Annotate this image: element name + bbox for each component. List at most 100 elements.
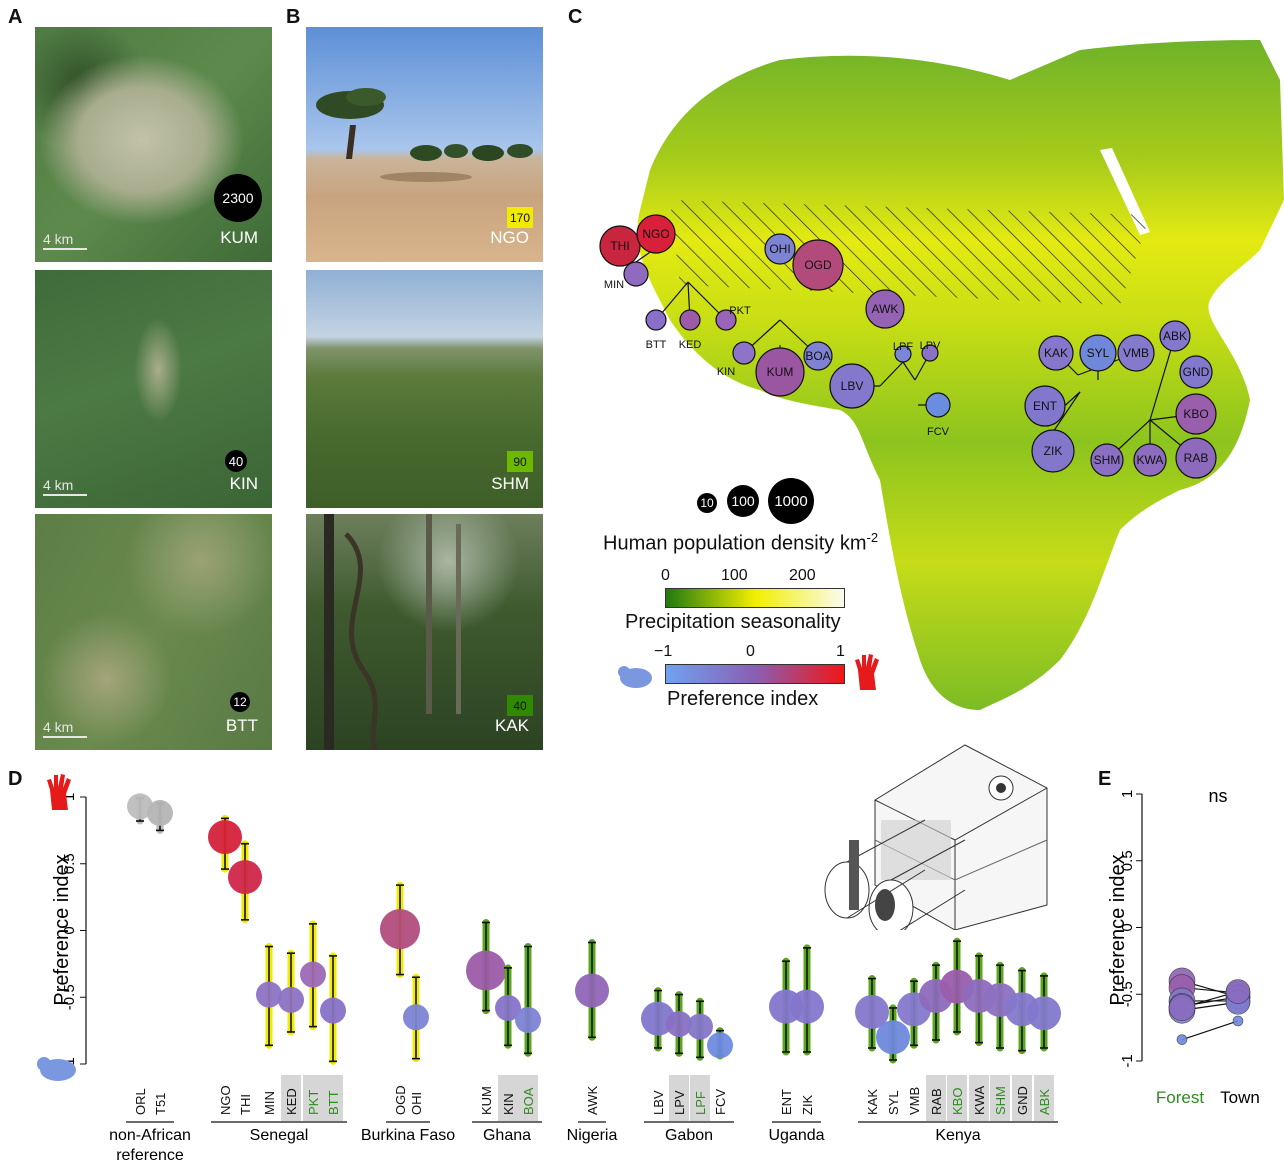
label-highlight-boa <box>518 1075 538 1121</box>
acacia-tree-icon <box>316 88 533 182</box>
human-hand-icon <box>855 654 879 690</box>
site-label: SHM <box>491 474 529 493</box>
site-label: KIN <box>229 474 258 493</box>
seasonality-legend-title: Precipitation seasonality <box>625 611 841 633</box>
point-ohi <box>403 1004 429 1031</box>
point-kin <box>495 994 521 1021</box>
point-btt <box>320 997 346 1024</box>
habitat-photo-shm: 90 SHM <box>306 270 543 508</box>
chart-e: 1 0.5 0 -0.5 -1 Preference index ns Forest Town <box>1107 786 1260 1107</box>
africa-map <box>637 40 1284 710</box>
site-label: NGO <box>490 228 529 247</box>
x-label-kin: KIN <box>501 1093 516 1115</box>
forest-trunks-icon <box>324 514 461 750</box>
x-label-boa: BOA <box>521 1087 536 1115</box>
point-kum <box>466 950 506 991</box>
forest-point <box>1176 1034 1188 1045</box>
label-highlight-shm <box>990 1075 1010 1121</box>
y-tick-label: 0.5 <box>1119 850 1136 871</box>
label-highlight-kbo <box>947 1075 967 1121</box>
x-label-lpf: LPF <box>693 1091 708 1115</box>
habitat-photo-kak: 40 KAK <box>306 514 543 750</box>
x-label-fcv: FCV <box>713 1089 728 1115</box>
label-highlight-ked <box>281 1075 301 1121</box>
panel-label-b: B <box>286 6 301 28</box>
x-label-zik: ZIK <box>800 1094 815 1115</box>
x-label-syl: SYL <box>886 1090 901 1115</box>
x-label-gnd: GND <box>1015 1086 1030 1115</box>
point-syl <box>876 1020 910 1055</box>
label-highlight-lpf <box>690 1075 710 1121</box>
x-label-shm: SHM <box>993 1086 1008 1115</box>
y-tick-label: 0.5 <box>61 853 78 874</box>
x-label-ent: ENT <box>779 1089 794 1115</box>
seasonality-color-bar <box>665 588 845 608</box>
x-label-lpv: LPV <box>672 1090 687 1115</box>
point-thi <box>228 860 262 895</box>
x-label-ogd: OGD <box>393 1085 408 1115</box>
satellite-image-kin: 40 KIN 4 km <box>35 270 272 508</box>
group-label: Uganda <box>768 1127 824 1144</box>
x-label-vmb: VMB <box>907 1087 922 1115</box>
density-legend-large: 1000 <box>768 478 814 524</box>
group-label: Gabon <box>665 1127 713 1144</box>
x-label-t51: T51 <box>153 1093 168 1115</box>
point-pkt <box>300 961 326 988</box>
x-label-btt: BTT <box>326 1090 341 1115</box>
y-axis-label: Preference index <box>51 854 73 1005</box>
seasonality-badge: 170 <box>507 207 533 228</box>
point-ogd <box>380 909 420 950</box>
group-label: Kenya <box>935 1127 980 1144</box>
y-tick-label: 0 <box>1119 923 1136 931</box>
panel-label-c: C <box>568 6 583 28</box>
point-fcv <box>707 1032 733 1059</box>
town-point <box>1232 1015 1244 1027</box>
label-highlight-rab <box>926 1075 946 1121</box>
site-label: KAK <box>494 716 529 735</box>
x-label-kak: KAK <box>865 1089 880 1115</box>
significance-annotation: ns <box>1208 786 1227 806</box>
pair-line <box>1181 1020 1239 1041</box>
point-ngo <box>208 820 242 855</box>
density-legend-small: 10 <box>697 493 717 513</box>
guinea-pig-head <box>37 1057 51 1071</box>
x-label-forest: Forest <box>1156 1088 1204 1107</box>
label-highlight-btt <box>323 1075 343 1121</box>
seasonality-badge: 40 <box>507 695 533 716</box>
y-tick-label: -0.5 <box>1119 981 1136 1007</box>
point-awk <box>575 973 609 1008</box>
human-hand-icon <box>47 774 71 810</box>
panel-label-e: E <box>1098 768 1112 790</box>
density-legend-title: Human population density km-2 <box>603 530 879 555</box>
point-kak <box>855 994 889 1029</box>
y-tick-label: 0 <box>61 926 78 934</box>
olfactometer-illustration <box>824 744 1048 930</box>
x-label-kwa: KWA <box>972 1086 987 1115</box>
x-label-ked: KED <box>284 1088 299 1115</box>
x-label-rab: RAB <box>929 1088 944 1115</box>
x-label-orl: ORL <box>133 1088 148 1115</box>
y-tick-label: -0.5 <box>61 984 78 1010</box>
point-t51 <box>147 800 173 827</box>
point-abk <box>1027 996 1061 1031</box>
y-tick-label: 1 <box>61 793 78 801</box>
x-label-awk: AWK <box>585 1086 600 1115</box>
panel-label-d: D <box>8 768 23 790</box>
site-label: KUM <box>220 228 258 247</box>
point-boa <box>515 1006 541 1033</box>
group-label: non-African <box>109 1127 191 1144</box>
site-label: BTT <box>225 716 258 735</box>
habitat-photo-ngo: 170 NGO <box>306 27 543 262</box>
label-highlight-kin <box>498 1075 518 1121</box>
x-label-abk: ABK <box>1037 1089 1052 1115</box>
density-marker: 40 <box>225 450 247 472</box>
group-label: Nigeria <box>567 1127 618 1144</box>
label-highlight-kwa <box>969 1075 989 1121</box>
satellite-image-btt: 12 BTT 4 km <box>35 514 272 750</box>
density-marker: 12 <box>230 692 250 712</box>
group-label: Senegal <box>250 1127 309 1144</box>
point-lpv <box>666 1010 692 1037</box>
preference-legend-title: Preference index <box>667 688 819 710</box>
label-highlight-gnd <box>1012 1075 1032 1121</box>
